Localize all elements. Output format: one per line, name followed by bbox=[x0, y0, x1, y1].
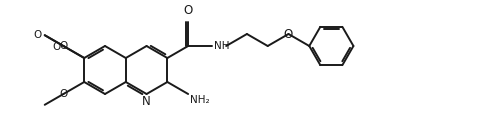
Text: O: O bbox=[33, 30, 42, 40]
Text: NH: NH bbox=[214, 41, 230, 51]
Text: N: N bbox=[142, 95, 151, 108]
Text: O: O bbox=[60, 41, 67, 51]
Text: O: O bbox=[284, 27, 293, 40]
Text: O: O bbox=[60, 89, 67, 99]
Text: O: O bbox=[52, 42, 61, 52]
Text: O: O bbox=[184, 4, 193, 17]
Text: NH₂: NH₂ bbox=[190, 95, 210, 105]
